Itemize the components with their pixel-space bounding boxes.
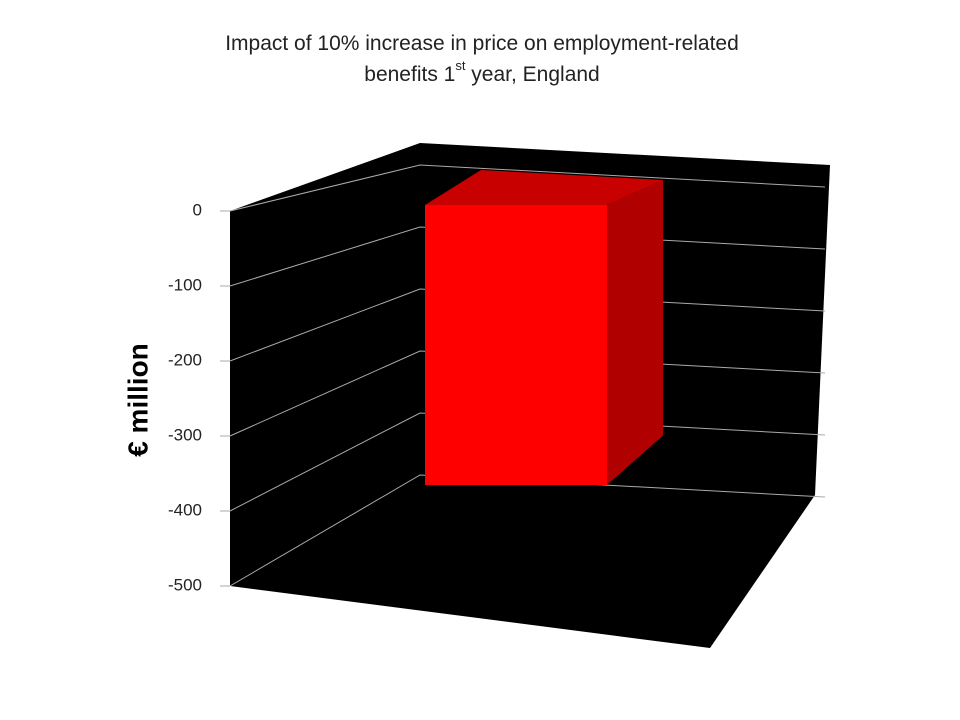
title-part: benefits 1	[364, 63, 455, 86]
grid-line	[229, 288, 826, 362]
grid-line	[229, 474, 826, 587]
bar	[425, 205, 607, 485]
y-tick-label: -200	[168, 350, 202, 369]
y-axis-label: € million	[122, 343, 153, 457]
title-line: Impact of 10% increase in price on emplo…	[225, 32, 739, 55]
bar-top	[425, 170, 663, 205]
grid-line	[229, 226, 826, 287]
y-tick-label: -400	[168, 500, 202, 519]
chart-title: Impact of 10% increase in price on emplo…	[225, 32, 739, 55]
grid-line	[229, 164, 826, 212]
y-tick-label: -500	[168, 575, 202, 594]
chart-title: benefits 1st year, England	[364, 58, 599, 85]
title-superscript: st	[455, 58, 466, 73]
y-tick-label: 0	[193, 200, 202, 219]
bar-side	[607, 180, 663, 485]
y-tick-label: -300	[168, 425, 202, 444]
title-part: year, England	[465, 63, 599, 86]
grid-line	[229, 412, 826, 512]
y-tick-label: -100	[168, 275, 202, 294]
grid-line	[229, 350, 826, 437]
